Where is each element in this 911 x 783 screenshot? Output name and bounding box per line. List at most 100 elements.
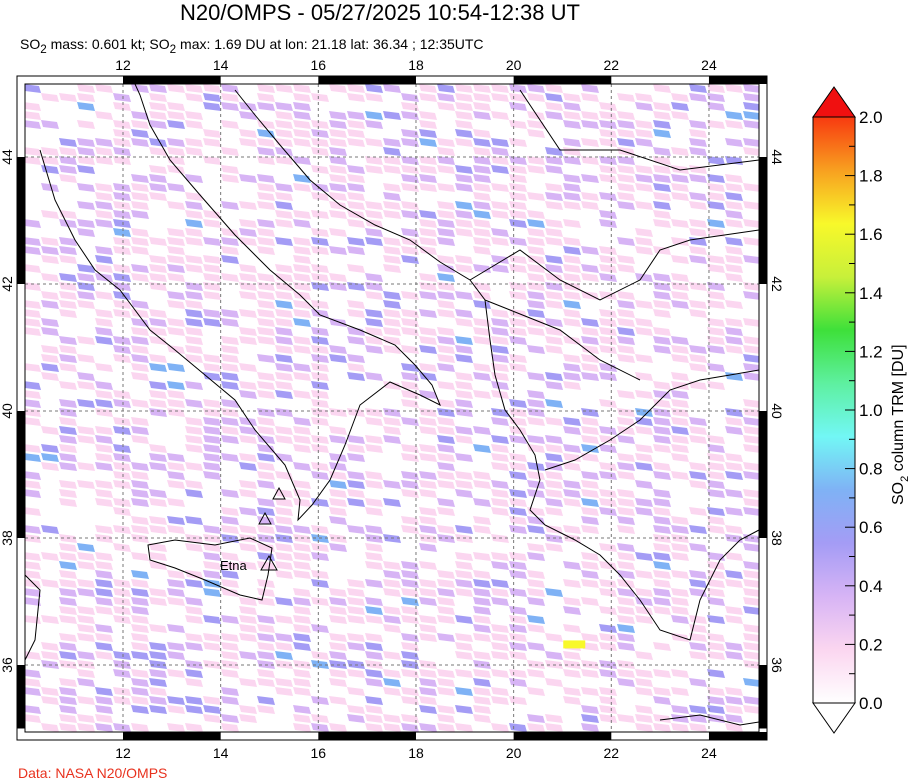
so2-pixel bbox=[707, 192, 725, 201]
so2-pixel bbox=[383, 561, 401, 570]
so2-pixel bbox=[563, 624, 581, 633]
so2-pixel bbox=[167, 516, 185, 525]
so2-pixel bbox=[707, 642, 725, 651]
so2-pixel bbox=[473, 174, 491, 183]
so2-pixel bbox=[77, 579, 95, 588]
so2-pixel bbox=[437, 255, 455, 264]
so2-pixel bbox=[743, 120, 759, 129]
so2-pixel bbox=[203, 138, 221, 147]
so2-pixel bbox=[563, 687, 581, 696]
so2-pixel bbox=[347, 453, 365, 462]
so2-pixel bbox=[149, 111, 167, 120]
so2-pixel bbox=[743, 408, 759, 417]
so2-pixel bbox=[257, 426, 275, 435]
so2-pixel bbox=[563, 309, 581, 318]
so2-pixel bbox=[311, 651, 329, 660]
so2-pixel bbox=[473, 102, 491, 111]
so2-pixel bbox=[149, 363, 167, 372]
so2-pixel bbox=[419, 615, 437, 624]
so2-pixel bbox=[275, 156, 293, 165]
so2-pixel bbox=[167, 381, 185, 390]
so2-pixel bbox=[509, 102, 527, 111]
so2-pixel bbox=[527, 228, 545, 237]
so2-pixel bbox=[383, 678, 401, 687]
italy-coast bbox=[39, 84, 441, 522]
so2-pixel bbox=[293, 309, 311, 318]
so2-pixel bbox=[365, 561, 383, 570]
so2-pixel bbox=[329, 165, 347, 174]
so2-pixel bbox=[725, 651, 743, 660]
so2-pixel bbox=[437, 633, 455, 642]
so2-pixel bbox=[167, 462, 185, 471]
so2-pixel bbox=[725, 642, 743, 651]
so2-pixel bbox=[671, 687, 689, 696]
so2-pixel bbox=[599, 471, 617, 480]
etna-triangle-icon bbox=[260, 554, 278, 571]
so2-pixel bbox=[599, 444, 617, 453]
so2-pixel bbox=[113, 426, 131, 435]
so2-pixel bbox=[653, 129, 671, 138]
sub-subscript: 2 bbox=[40, 42, 47, 56]
frame-bar bbox=[708, 76, 767, 84]
so2-pixel bbox=[25, 282, 41, 291]
so2-pixel bbox=[167, 669, 185, 678]
so2-pixel bbox=[599, 309, 617, 318]
so2-pixel bbox=[365, 138, 383, 147]
so2-pixel bbox=[599, 624, 617, 633]
so2-pixel bbox=[131, 480, 149, 489]
so2-pixel bbox=[509, 399, 527, 408]
so2-pixel bbox=[743, 102, 759, 111]
so2-pixel bbox=[635, 372, 653, 381]
so2-pixel bbox=[59, 543, 77, 552]
so2-pixel bbox=[527, 480, 545, 489]
so2-pixel bbox=[617, 516, 635, 525]
so2-pixel bbox=[671, 471, 689, 480]
so2-pixel bbox=[293, 462, 311, 471]
so2-pixel bbox=[77, 624, 95, 633]
so2-pixel bbox=[743, 651, 759, 660]
so2-pixel bbox=[329, 642, 347, 651]
so2-pixel bbox=[671, 705, 689, 714]
lat-tick-label: 40 bbox=[769, 403, 785, 419]
so2-pixel bbox=[383, 588, 401, 597]
so2-pixel bbox=[473, 165, 491, 174]
so2-pixel bbox=[599, 435, 617, 444]
so2-pixel bbox=[437, 705, 455, 714]
so2-pixel bbox=[167, 480, 185, 489]
so2-pixel bbox=[617, 588, 635, 597]
so2-pixel bbox=[527, 327, 545, 336]
so2-pixel bbox=[203, 462, 221, 471]
so2-pixel bbox=[257, 318, 275, 327]
so2-pixel bbox=[671, 597, 689, 606]
so2-pixel bbox=[707, 318, 725, 327]
so2-pixel bbox=[59, 237, 77, 246]
so2-pixel bbox=[95, 201, 113, 210]
so2-pixel bbox=[617, 471, 635, 480]
so2-pixel bbox=[419, 723, 437, 732]
so2-pixel bbox=[419, 93, 437, 102]
so2-pixel bbox=[455, 318, 473, 327]
so2-pixel bbox=[671, 237, 689, 246]
so2-pixel bbox=[311, 264, 329, 273]
so2-pixel bbox=[185, 84, 203, 93]
so2-pixel bbox=[527, 255, 545, 264]
so2-pixel bbox=[383, 426, 401, 435]
so2-pixel bbox=[527, 291, 545, 300]
so2-pixel bbox=[509, 408, 527, 417]
so2-pixel bbox=[347, 111, 365, 120]
so2-pixel bbox=[383, 264, 401, 273]
so2-pixel bbox=[509, 363, 527, 372]
so2-pixel bbox=[635, 588, 653, 597]
so2-pixel bbox=[77, 669, 95, 678]
so2-pixel bbox=[185, 345, 203, 354]
so2-pixel bbox=[329, 228, 347, 237]
so2-pixel bbox=[95, 498, 113, 507]
so2-pixel bbox=[113, 615, 131, 624]
so2-pixel bbox=[293, 633, 311, 642]
so2-pixel bbox=[77, 282, 95, 291]
so2-pixel bbox=[95, 318, 113, 327]
so2-pixel bbox=[365, 435, 383, 444]
so2-pixel bbox=[347, 138, 365, 147]
so2-pixel bbox=[257, 552, 275, 561]
so2-pixel bbox=[77, 615, 95, 624]
